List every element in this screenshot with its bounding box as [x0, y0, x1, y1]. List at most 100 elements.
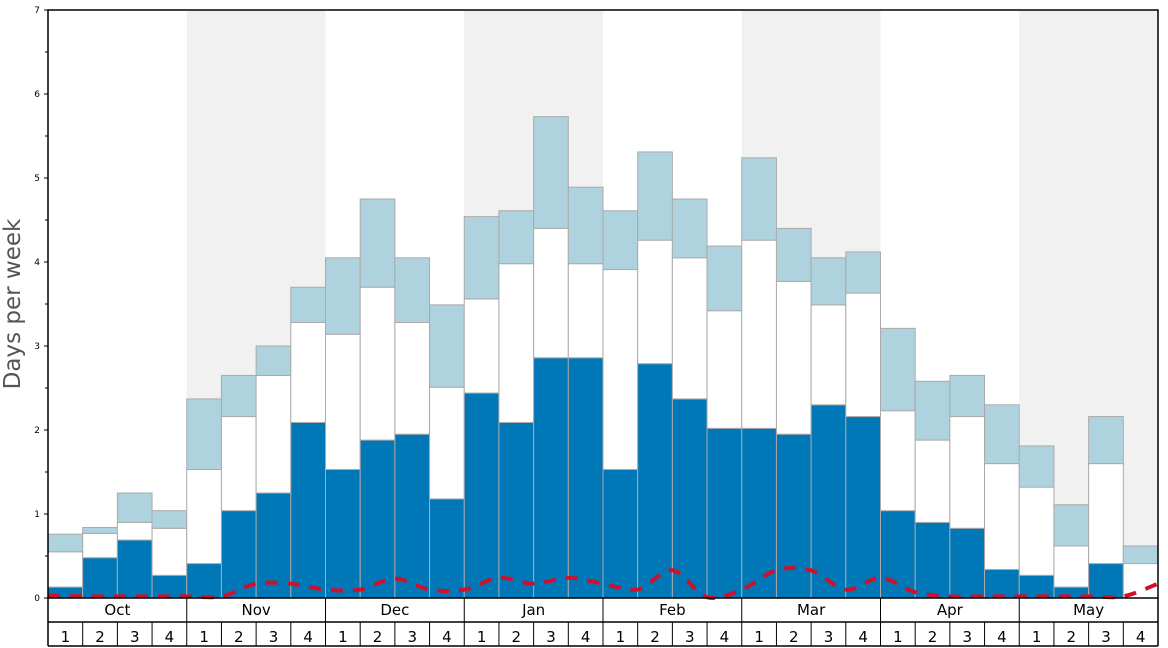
- week-label: 3: [1101, 628, 1111, 646]
- week-label: 3: [407, 628, 417, 646]
- bar-segment: [47, 551, 84, 588]
- y-axis-label: Days per week: [0, 218, 26, 389]
- bar-segment: [82, 532, 118, 559]
- bar-segment: [116, 539, 153, 599]
- bar-segment: [290, 321, 326, 423]
- week-label: 1: [754, 628, 764, 646]
- bar-segment: [914, 521, 951, 599]
- bar-segment: [325, 468, 361, 599]
- bar-segment: [255, 345, 292, 376]
- bar-segment: [151, 527, 188, 576]
- y-tick-label: 5: [34, 174, 40, 184]
- bar-segment: [880, 327, 916, 412]
- bar-segment: [186, 563, 222, 599]
- bar-segment: [1088, 463, 1124, 565]
- bar-segment: [325, 333, 361, 470]
- week-label: 2: [789, 628, 799, 646]
- bar-segment: [394, 257, 431, 323]
- bar-segment: [949, 527, 986, 599]
- bar-segment: [671, 198, 708, 259]
- trend-line: [47, 565, 1159, 600]
- month-label: Jan: [521, 601, 545, 619]
- bar-segment: [845, 416, 881, 599]
- bar-segment: [359, 198, 396, 288]
- week-label: 3: [269, 628, 279, 646]
- bar-segment: [359, 286, 396, 441]
- bar-segment: [637, 151, 673, 241]
- bar-segment: [775, 433, 812, 599]
- week-label: 3: [546, 628, 556, 646]
- month-label: May: [1073, 601, 1104, 619]
- week-label: 4: [858, 628, 868, 646]
- bar-segment: [186, 398, 222, 470]
- month-label: Apr: [937, 601, 964, 619]
- bar-segment: [220, 416, 257, 512]
- bar-segment: [116, 521, 153, 541]
- bar-segment: [810, 404, 847, 599]
- bar-segment: [671, 398, 708, 599]
- bar-segment: [394, 433, 431, 599]
- bar-segment: [914, 439, 951, 523]
- y-tick-label: 3: [34, 342, 40, 352]
- bar-segment: [429, 498, 465, 599]
- bar-segment: [706, 310, 743, 429]
- week-label: 2: [650, 628, 660, 646]
- bar-segment: [845, 292, 881, 418]
- bar-segment: [498, 263, 535, 423]
- bar-segment: [47, 533, 84, 553]
- bar-segment: [845, 251, 881, 294]
- bar-segment: [151, 510, 188, 529]
- y-tick-label: 1: [34, 510, 40, 520]
- week-label: 4: [720, 628, 730, 646]
- bar-segment: [567, 263, 604, 359]
- bar-segment: [741, 239, 777, 429]
- week-label: 2: [928, 628, 938, 646]
- bar-segment: [1122, 563, 1159, 599]
- month-label: Mar: [797, 601, 826, 619]
- week-label: 3: [130, 628, 140, 646]
- bar-segment: [567, 186, 604, 265]
- bar-segment: [602, 210, 639, 271]
- month-label: Dec: [380, 601, 409, 619]
- bar-segment: [706, 427, 743, 599]
- bar-segment: [498, 421, 535, 599]
- y-tick-label: 2: [34, 426, 40, 436]
- bar-segment: [463, 216, 500, 300]
- bar-segment: [290, 421, 326, 599]
- bar-segment: [325, 257, 361, 335]
- bar-segment: [810, 304, 847, 406]
- bar-segment: [567, 357, 604, 599]
- y-tick-label: 0: [34, 594, 40, 604]
- bar-segment: [359, 439, 396, 599]
- bar-segment: [984, 463, 1020, 570]
- bar-segment: [394, 321, 431, 435]
- bar-segment: [984, 404, 1020, 465]
- month-label: Nov: [241, 601, 270, 619]
- week-label: 2: [512, 628, 522, 646]
- y-tick-label: 4: [34, 258, 40, 268]
- bar-segment: [1088, 563, 1124, 599]
- week-label: 2: [373, 628, 383, 646]
- week-label: 1: [477, 628, 487, 646]
- week-label: 3: [685, 628, 695, 646]
- week-label: 4: [997, 628, 1007, 646]
- bar-segment: [429, 386, 465, 500]
- week-label: 1: [1032, 628, 1042, 646]
- bar-segment: [706, 245, 743, 312]
- bar-segment: [984, 568, 1020, 599]
- bar-segment: [637, 363, 673, 599]
- bar-segment: [914, 380, 951, 441]
- bar-segment: [220, 374, 257, 418]
- bar-segment: [775, 227, 812, 282]
- bar-segment: [880, 510, 916, 599]
- bar-segment: [1088, 416, 1124, 465]
- week-label: 3: [962, 628, 972, 646]
- bar-segment: [671, 257, 708, 400]
- bar-segment: [429, 304, 465, 388]
- bar-segment: [82, 557, 118, 599]
- bar-segment: [949, 416, 986, 529]
- bar-segment: [880, 410, 916, 512]
- bar-segment: [1018, 486, 1055, 576]
- week-label: 3: [824, 628, 834, 646]
